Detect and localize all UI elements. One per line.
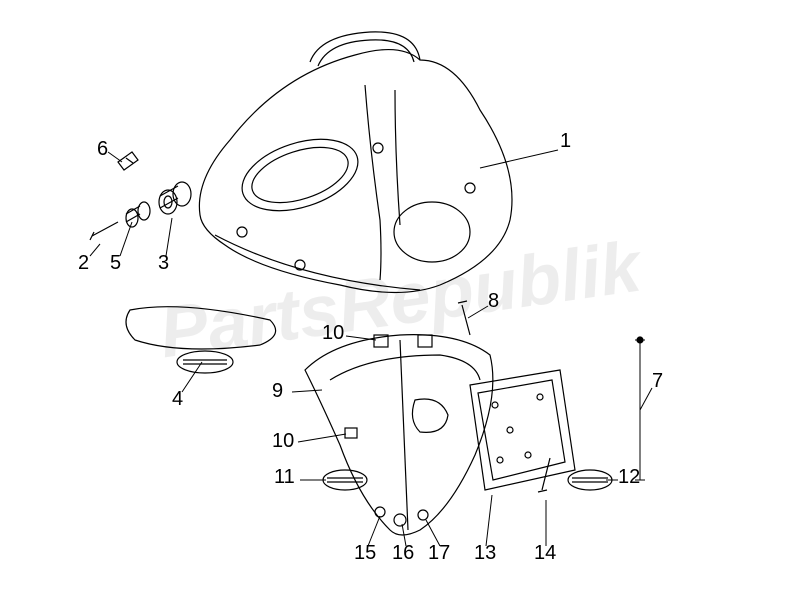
callout-3: 3 <box>158 252 169 275</box>
callout-7: 7 <box>652 370 663 393</box>
parts-drawing <box>0 0 800 600</box>
callout-2: 2 <box>78 252 89 275</box>
callout-15: 15 <box>354 542 376 565</box>
diagram-container: PartsRepublik <box>0 0 800 600</box>
callout-10a: 10 <box>322 322 344 345</box>
callout-1: 1 <box>560 130 571 153</box>
callout-8: 8 <box>488 290 499 313</box>
callout-16: 16 <box>392 542 414 565</box>
callout-5: 5 <box>110 252 121 275</box>
callout-12: 12 <box>618 466 640 489</box>
callout-9: 9 <box>272 380 283 403</box>
callout-4: 4 <box>172 388 183 411</box>
callout-11: 11 <box>274 466 295 489</box>
callout-10b: 10 <box>272 430 294 453</box>
callout-6: 6 <box>97 138 108 161</box>
callout-17: 17 <box>428 542 450 565</box>
callout-14: 14 <box>534 542 556 565</box>
callout-13: 13 <box>474 542 496 565</box>
